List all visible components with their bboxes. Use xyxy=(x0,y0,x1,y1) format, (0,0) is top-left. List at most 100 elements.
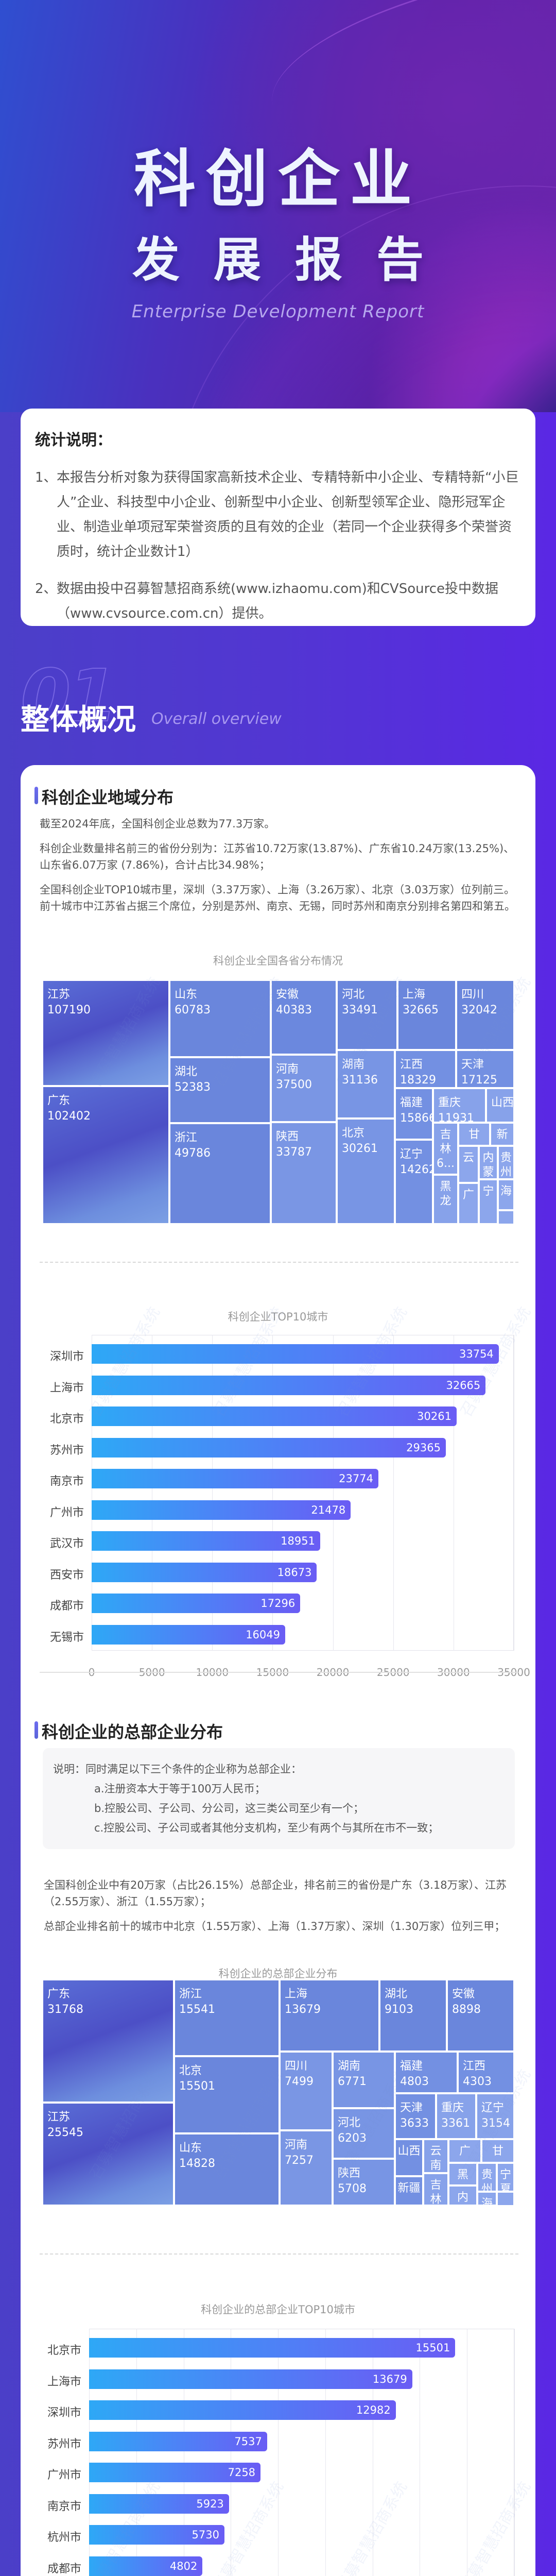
bar[interactable]: 16049 xyxy=(92,1624,285,1645)
treemap-cell[interactable]: 贵州 xyxy=(477,2163,497,2192)
treemap-cell[interactable]: 湖北 9103 xyxy=(379,1979,447,2052)
treemap-cell[interactable]: 湖北 52383 xyxy=(169,1057,271,1123)
treemap-cell[interactable]: 安徽 40383 xyxy=(271,980,337,1055)
cell-value: 14262 xyxy=(400,1163,433,1176)
cell-label: 广 xyxy=(462,1189,474,1201)
bar[interactable]: 32665 xyxy=(92,1375,486,1395)
treemap-cell[interactable]: 重庆 11931 xyxy=(433,1088,486,1123)
treemap-cell[interactable]: 江西 18329 xyxy=(395,1050,456,1088)
treemap-cell[interactable]: 新 xyxy=(490,1123,514,1146)
treemap-cell[interactable]: 宁 xyxy=(479,1179,498,1224)
bar[interactable]: 17296 xyxy=(92,1594,301,1613)
treemap-cell[interactable]: 上海 13679 xyxy=(280,1979,379,2052)
treemap-cell[interactable]: 天津 17125 xyxy=(456,1050,514,1088)
bar[interactable]: 12982 xyxy=(89,2400,396,2420)
treemap-cell[interactable]: 河北 33491 xyxy=(337,980,397,1050)
treemap-cell[interactable]: 上海 32665 xyxy=(397,980,456,1050)
bar[interactable]: 18951 xyxy=(92,1531,320,1551)
treemap-cell[interactable] xyxy=(497,2192,514,2206)
bar1-title: 科创企业TOP10城市 xyxy=(228,1311,328,1323)
treemap-cell[interactable]: 吉林 6... xyxy=(433,1123,458,1175)
hq-note-item: b.控股公司、子公司、分公司，这三类公司至少有一个； xyxy=(94,1802,364,1815)
treemap-cell[interactable]: 内 xyxy=(448,2185,477,2206)
bar[interactable]: 5730 xyxy=(89,2525,224,2545)
treemap-cell[interactable]: 新疆 xyxy=(395,2176,423,2206)
bar[interactable]: 33754 xyxy=(92,1344,499,1364)
treemap-cell[interactable]: 辽宁 14262 xyxy=(395,1140,433,1224)
bar[interactable]: 4802 xyxy=(89,2556,203,2576)
cell-label: 重庆 xyxy=(438,1096,461,1109)
treemap-cell[interactable]: 黑龙 xyxy=(433,1175,458,1224)
cell-value: 31768 xyxy=(47,2003,83,2016)
treemap-cell[interactable]: 河南 7257 xyxy=(280,2130,333,2206)
cell-label: 宁夏 xyxy=(499,2168,511,2192)
treemap-cell[interactable]: 广东 31768 xyxy=(42,1979,174,2103)
treemap-cell[interactable]: 辽宁 3154 xyxy=(476,2093,514,2139)
treemap-cell[interactable]: 江西 4303 xyxy=(458,2052,514,2093)
treemap-cell[interactable]: 福建 4803 xyxy=(395,2052,458,2093)
treemap-cell[interactable]: 云南 xyxy=(423,2139,448,2173)
treemap-cell[interactable]: 山东 14828 xyxy=(174,2133,280,2206)
treemap-cell[interactable]: 浙江 49786 xyxy=(169,1123,271,1224)
category-label: 杭州市 xyxy=(47,2531,81,2544)
bar[interactable]: 30261 xyxy=(92,1406,457,1426)
cell-value: 102402 xyxy=(47,1110,91,1123)
treemap-cell[interactable]: 北京 30261 xyxy=(337,1118,395,1224)
treemap-cell[interactable]: 海 xyxy=(498,1179,514,1210)
bar[interactable]: 23774 xyxy=(92,1469,378,1488)
treemap-cell[interactable]: 四川 32042 xyxy=(456,980,514,1050)
cell-label: 福建 xyxy=(400,1096,423,1109)
treemap-cell[interactable]: 河北 6203 xyxy=(333,2108,395,2159)
treemap-cell[interactable]: 重庆 3361 xyxy=(436,2093,476,2139)
treemap-cell[interactable]: 宁夏 xyxy=(497,2163,514,2192)
treemap-cell[interactable]: 福建 15866 xyxy=(395,1088,433,1140)
treemap-cell[interactable]: 陕西 33787 xyxy=(271,1122,337,1224)
treemap-cell[interactable]: 云 xyxy=(458,1146,479,1183)
bar[interactable]: 15501 xyxy=(89,2338,456,2358)
bar[interactable]: 13679 xyxy=(89,2369,412,2389)
treemap-cell[interactable]: 黑 xyxy=(448,2163,477,2185)
cell-value: 6203 xyxy=(338,2132,367,2145)
treemap-cell[interactable]: 安徽 8898 xyxy=(447,1979,514,2052)
hq-top10-city-bar-chart: 0200040006000800010000120001400016000180… xyxy=(21,2329,535,2576)
treemap-cell[interactable]: 江苏 25545 xyxy=(42,2103,174,2206)
treemap-cell[interactable]: 山东 60783 xyxy=(169,980,271,1057)
cell-label: 新疆 xyxy=(397,2182,421,2195)
treemap-cell[interactable]: 广 xyxy=(448,2139,481,2163)
treemap-cell[interactable]: 江苏 107190 xyxy=(42,980,169,1086)
cell-label: 山西 xyxy=(397,2145,421,2158)
treemap-cell[interactable]: 陕西 5708 xyxy=(333,2159,395,2206)
cell-label: 广东 xyxy=(47,1094,71,1107)
treemap-cell[interactable]: 甘 xyxy=(481,2139,514,2163)
treemap-cell[interactable]: 广 xyxy=(458,1183,479,1224)
report-subtitle: Enterprise Development Report xyxy=(131,301,425,322)
bar[interactable]: 7537 xyxy=(89,2431,267,2451)
treemap-cell[interactable]: 四川 7499 xyxy=(280,2052,333,2130)
cell-value: 15866 xyxy=(400,1112,433,1125)
treemap-cell[interactable]: 甘 xyxy=(458,1123,490,1146)
grid-line xyxy=(278,2329,279,2576)
bar[interactable]: 29365 xyxy=(92,1437,446,1458)
treemap-cell[interactable]: 浙江 15541 xyxy=(174,1979,280,2056)
cell-value: 3154 xyxy=(481,2117,510,2130)
treemap-cell[interactable] xyxy=(498,1210,514,1225)
treemap-cell[interactable]: 河南 37500 xyxy=(271,1055,337,1122)
bar[interactable]: 7258 xyxy=(89,2463,261,2482)
hq-block-title: 科创企业的总部企业分布 xyxy=(34,1719,223,1743)
treemap-cell[interactable]: 天津 3633 xyxy=(395,2093,436,2139)
treemap-cell[interactable]: 湖南 6771 xyxy=(333,2052,395,2108)
treemap-cell[interactable]: 内蒙 xyxy=(479,1146,498,1179)
treemap-cell[interactable]: 北京 15501 xyxy=(174,2056,280,2133)
treemap-cell[interactable]: 广东 102402 xyxy=(42,1086,169,1224)
treemap-cell[interactable]: 海 xyxy=(477,2192,497,2206)
bar[interactable]: 21478 xyxy=(92,1500,351,1520)
bar[interactable]: 5923 xyxy=(89,2494,229,2514)
treemap-cell[interactable]: 吉林 xyxy=(423,2173,448,2206)
treemap-cell[interactable]: 山西 xyxy=(486,1088,514,1123)
treemap-cell[interactable]: 湖南 31136 xyxy=(337,1050,395,1118)
treemap-cell[interactable]: 山西 xyxy=(395,2139,423,2176)
bar2-title: 科创企业的总部企业TOP10城市 xyxy=(201,2303,355,2316)
bar[interactable]: 18673 xyxy=(92,1562,317,1582)
cell-label: 吉林 xyxy=(430,2179,442,2206)
treemap-cell[interactable]: 贵州 xyxy=(498,1146,514,1179)
